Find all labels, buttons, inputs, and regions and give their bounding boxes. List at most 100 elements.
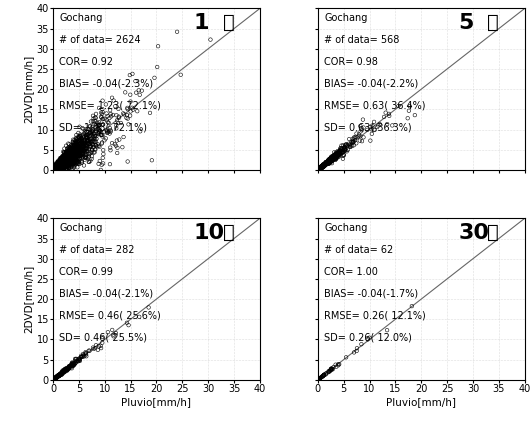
Point <box>60 160 68 166</box>
Point <box>50 166 59 173</box>
Point <box>328 154 336 161</box>
Point <box>52 163 61 170</box>
Point <box>61 157 69 164</box>
Point <box>56 162 64 168</box>
Point <box>74 137 83 144</box>
Point <box>56 159 65 165</box>
Point <box>315 165 323 172</box>
Point <box>50 166 59 173</box>
Point <box>50 375 59 381</box>
Point <box>50 376 58 382</box>
Point <box>317 165 325 171</box>
Point <box>56 159 65 166</box>
Point <box>50 167 58 173</box>
Point <box>62 159 70 166</box>
Point <box>57 160 66 166</box>
Point <box>315 165 324 172</box>
Point <box>73 149 81 155</box>
Point <box>91 345 99 352</box>
Point <box>60 157 69 164</box>
Point <box>54 162 62 169</box>
Point <box>50 166 59 173</box>
Point <box>55 165 63 171</box>
Point <box>61 367 69 374</box>
Point <box>58 369 67 376</box>
Point <box>52 165 60 172</box>
Point <box>49 166 57 173</box>
Point <box>56 164 64 171</box>
Point <box>54 372 63 379</box>
Point <box>58 154 67 161</box>
Point <box>56 159 64 166</box>
Point <box>97 114 105 120</box>
Point <box>61 156 70 163</box>
Point <box>56 372 64 379</box>
Point <box>319 162 327 169</box>
Point <box>52 164 61 171</box>
Point <box>53 167 61 173</box>
Point <box>173 28 181 35</box>
Point <box>51 165 59 172</box>
Point <box>65 156 73 163</box>
Point <box>89 144 98 151</box>
Point <box>60 155 68 162</box>
Point <box>73 146 81 152</box>
Point <box>314 166 322 173</box>
Point <box>69 149 78 156</box>
Point <box>50 166 59 173</box>
Point <box>83 137 92 143</box>
Point <box>69 154 77 161</box>
Point <box>380 114 388 120</box>
Point <box>49 376 58 383</box>
Point <box>53 163 61 170</box>
Point <box>91 146 100 153</box>
Point <box>49 167 58 173</box>
Point <box>316 165 324 172</box>
Point <box>62 152 70 159</box>
Point <box>61 155 69 162</box>
Point <box>50 165 59 171</box>
Point <box>49 167 58 173</box>
Point <box>49 376 58 383</box>
Point <box>60 159 69 166</box>
Point <box>49 376 58 382</box>
Point <box>58 158 66 165</box>
Point <box>64 149 73 156</box>
Point <box>53 164 61 170</box>
Point <box>55 160 64 167</box>
Point <box>125 121 133 128</box>
Point <box>51 165 60 171</box>
Point <box>56 162 65 169</box>
Point <box>57 155 66 162</box>
Point <box>82 351 91 358</box>
Point <box>69 161 78 168</box>
Point <box>64 147 73 154</box>
Point <box>62 151 70 157</box>
Point <box>50 167 58 173</box>
Point <box>56 165 65 171</box>
Point <box>64 159 73 165</box>
Point <box>50 166 59 173</box>
Point <box>66 159 74 165</box>
Point <box>52 165 61 171</box>
Point <box>334 151 343 158</box>
Point <box>63 149 71 156</box>
Point <box>50 166 58 173</box>
Point <box>73 160 81 167</box>
Point <box>56 158 64 165</box>
Point <box>58 162 66 168</box>
Point <box>329 156 337 163</box>
Point <box>55 165 63 171</box>
Point <box>54 162 62 168</box>
Point <box>50 164 59 171</box>
Point <box>57 163 65 170</box>
Point <box>75 143 83 150</box>
Point <box>65 157 73 164</box>
Point <box>60 160 69 166</box>
Point <box>68 359 76 366</box>
Point <box>59 157 68 164</box>
Point <box>55 162 63 169</box>
Point <box>50 375 59 381</box>
Point <box>59 156 68 163</box>
Point <box>55 161 63 168</box>
